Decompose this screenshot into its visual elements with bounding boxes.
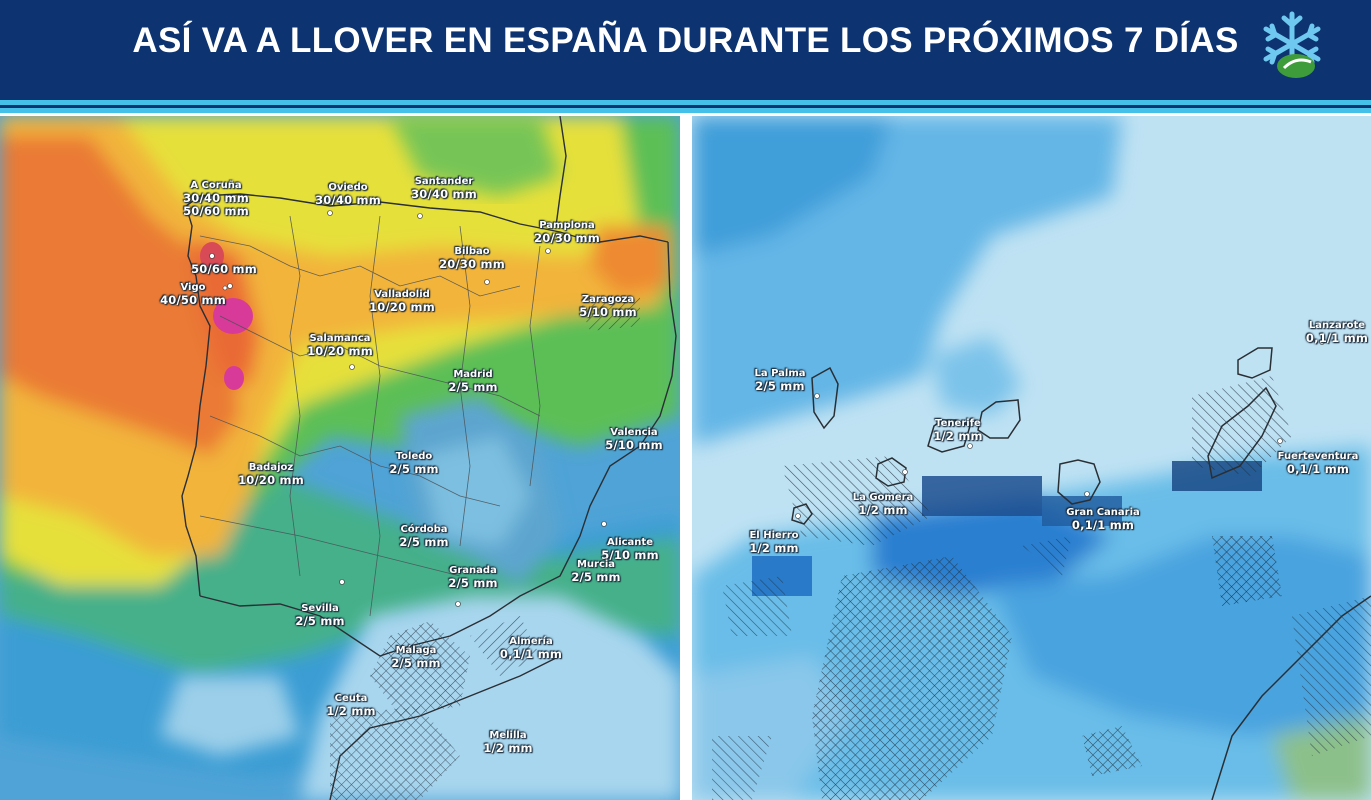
peninsula-map-panel [0, 116, 680, 800]
map-label-gran-canaria: Gran Canaria 0,1/1 mm [1066, 507, 1140, 532]
map-label-alicante: Alicante 5/10 mm [601, 537, 659, 562]
map-label-salamanca: Salamanca 10/20 mm [307, 333, 373, 358]
map-label-santander: Santander 30/40 mm [411, 176, 477, 201]
map-label-toledo: Toledo 2/5 mm [389, 451, 439, 476]
canarias-precip-map [692, 116, 1371, 800]
map-label-bilbao: Bilbao 20/30 mm [439, 246, 505, 271]
map-label-a-coruna: A Coruña 30/40 mm 50/60 mm [183, 180, 249, 218]
map-label-madrid: Madrid 2/5 mm [448, 369, 498, 394]
map-label-la-gomera: La Gomera 1/2 mm [852, 492, 914, 517]
map-label-el-hierro: El Hierro 1/2 mm [749, 530, 799, 555]
map-label-granada: Granada 2/5 mm [448, 565, 498, 590]
map-label-tenerife: Tenerife 1/2 mm [933, 418, 983, 443]
map-label-vigo: Vigo 40/50 mm [160, 282, 226, 307]
map-label-almeria: Almería 0,1/1 mm [499, 636, 563, 661]
map-label-lanzarote: Lanzarote 0,1/1 mm [1305, 320, 1369, 345]
map-label-oviedo: Oviedo 30/40 mm [315, 182, 381, 207]
map-label-fuerteventura: Fuerteventura 0,1/1 mm [1277, 451, 1359, 476]
canarias-map-panel [692, 116, 1371, 800]
snowflake-logo-icon [1263, 11, 1321, 78]
map-label-ceuta: Ceuta 1/2 mm [326, 693, 376, 718]
map-label-cordoba: Córdoba 2/5 mm [399, 524, 449, 549]
header-bar [0, 0, 1371, 100]
peninsula-precip-map [0, 116, 680, 800]
map-label-valencia: Valencia 5/10 mm [605, 427, 663, 452]
map-label-malaga: Málaga 2/5 mm [391, 645, 441, 670]
page-title: ASÍ VA A LLOVER EN ESPAÑA DURANTE LOS PR… [132, 21, 1239, 60]
header-stripe [0, 100, 1371, 113]
map-label-murcia: Murcia 2/5 mm [571, 559, 621, 584]
map-label-pamplona: Pamplona 20/30 mm [534, 220, 600, 245]
map-label-zaragoza: Zaragoza 5/10 mm [579, 294, 637, 319]
map-label-santiago: 50/60 mm [191, 262, 257, 276]
map-label-la-palma: La Palma 2/5 mm [754, 368, 806, 393]
map-label-sevilla: Sevilla 2/5 mm [295, 603, 345, 628]
map-label-melilla: Melilla 1/2 mm [483, 730, 533, 755]
map-label-valladolid: Valladolid 10/20 mm [369, 289, 435, 314]
map-label-badajoz: Badajoz 10/20 mm [238, 462, 304, 487]
